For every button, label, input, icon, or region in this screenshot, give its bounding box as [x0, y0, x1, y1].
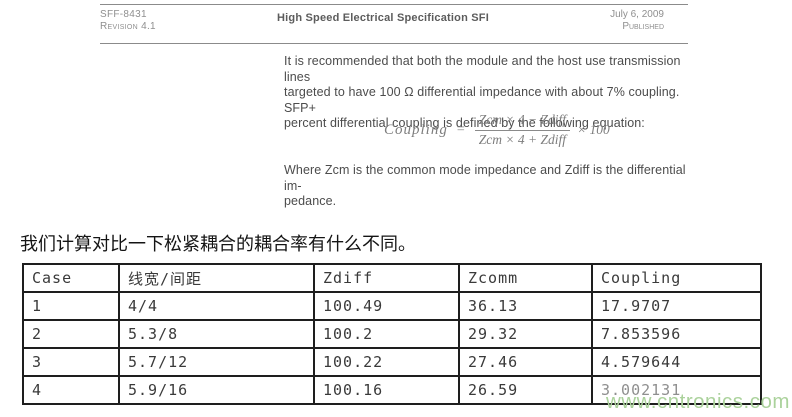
cell-zcomm: 29.32 [458, 319, 593, 349]
note-line: pedance. [284, 194, 337, 208]
equation-numerator: Zcm × 4 − Zdiff [474, 112, 570, 131]
header-rule-bottom [100, 43, 688, 44]
spec-header: SFF-8431 Revision 4.1 High Speed Electri… [100, 9, 688, 33]
equation-denominator: Zcm × 4 + Zdiff [478, 132, 566, 147]
table-header-row: Case 线宽/间距 Zdiff Zcomm Coupling [22, 263, 762, 293]
doc-number: SFF-8431 [100, 9, 147, 20]
note-line: Where Zcm is the common mode impedance a… [284, 163, 686, 193]
cell-case: 1 [22, 291, 120, 321]
doc-title: High Speed Electrical Specification SFI [277, 12, 489, 24]
cell-zcomm: 27.46 [458, 347, 593, 377]
intro-line: It is recommended that both the module a… [284, 54, 681, 84]
cell-zdiff: 100.2 [313, 319, 460, 349]
col-header-zdiff: Zdiff [313, 263, 460, 293]
note-paragraph: Where Zcm is the common mode impedance a… [284, 163, 700, 210]
cell-zcomm: 26.59 [458, 375, 593, 405]
cell-zdiff: 100.16 [313, 375, 460, 405]
doc-status: Published [622, 21, 664, 32]
doc-date: July 6, 2009 [610, 9, 664, 20]
header-rule-top [100, 4, 688, 5]
equation-lhs: Coupling [384, 121, 448, 138]
equation-fraction: Zcm × 4 − Zdiff Zcm × 4 + Zdiff [474, 112, 570, 148]
table-row: 3 5.7/12 100.22 27.46 4.579644 [22, 347, 762, 377]
doc-revision: Revision 4.1 [100, 21, 156, 32]
col-header-coupling: Coupling [591, 263, 762, 293]
spec-header-left: SFF-8431 Revision 4.1 [100, 9, 156, 33]
spec-header-right: July 6, 2009 Published [610, 9, 688, 33]
equation-multiplier: × 100 [576, 122, 610, 137]
cell-zdiff: 100.49 [313, 291, 460, 321]
watermark: www.cntronics.com [606, 390, 790, 413]
table-row: 1 4/4 100.49 36.13 17.9707 [22, 291, 762, 321]
cell-coupling: 3.002131 [591, 375, 762, 405]
cell-coupling: 4.579644 [591, 347, 762, 377]
cell-width-spacing: 4/4 [118, 291, 315, 321]
cell-case: 2 [22, 319, 120, 349]
coupling-comparison-table: Case 线宽/间距 Zdiff Zcomm Coupling 1 4/4 10… [22, 263, 762, 405]
table-row: 2 5.3/8 100.2 29.32 7.853596 [22, 319, 762, 349]
col-header-case: Case [22, 263, 120, 293]
cell-coupling: 17.9707 [591, 291, 762, 321]
analysis-caption: 我们计算对比一下松紧耦合的耦合率有什么不同。 [20, 234, 416, 254]
cell-width-spacing: 5.9/16 [118, 375, 315, 405]
cell-zcomm: 36.13 [458, 291, 593, 321]
cell-coupling: 7.853596 [591, 319, 762, 349]
cell-case: 4 [22, 375, 120, 405]
col-header-zcomm: Zcomm [458, 263, 593, 293]
cell-width-spacing: 5.7/12 [118, 347, 315, 377]
cell-width-spacing: 5.3/8 [118, 319, 315, 349]
col-header-width-spacing: 线宽/间距 [118, 263, 315, 293]
equation-equals: = [456, 122, 465, 137]
intro-line: percent differential coupling is defined… [284, 116, 645, 130]
intro-paragraph: It is recommended that both the module a… [284, 54, 700, 132]
coupling-equation: Coupling = Zcm × 4 − Zdiff Zcm × 4 + Zdi… [384, 112, 610, 148]
cell-case: 3 [22, 347, 120, 377]
table-row: 4 5.9/16 100.16 26.59 3.002131 [22, 375, 762, 405]
cell-zdiff: 100.22 [313, 347, 460, 377]
intro-line: targeted to have 100 Ω differential impe… [284, 85, 680, 115]
